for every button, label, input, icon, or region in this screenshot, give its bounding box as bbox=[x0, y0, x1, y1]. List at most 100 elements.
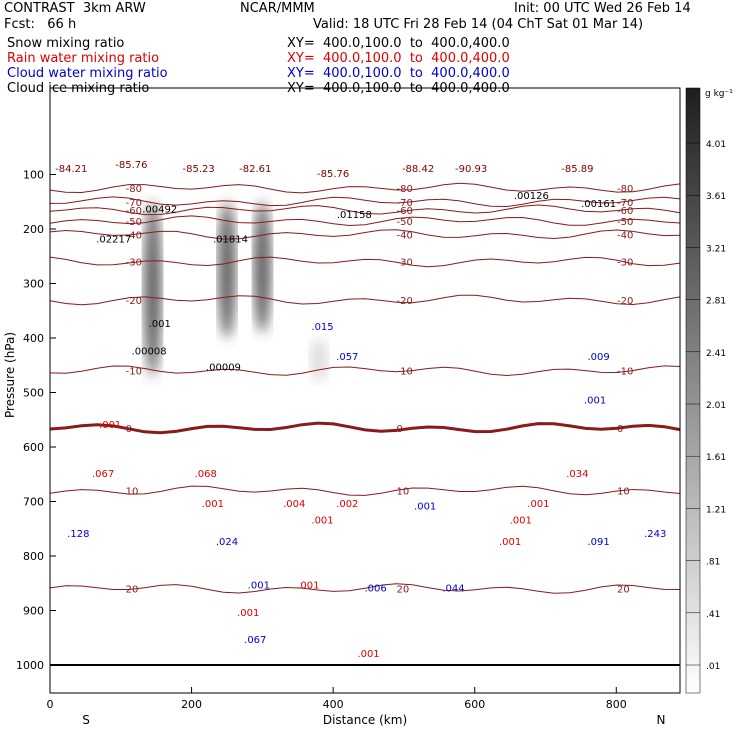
contour-label: -40 bbox=[126, 230, 142, 241]
contour-label: 20 bbox=[397, 585, 410, 596]
temperature-contour bbox=[49, 421, 681, 435]
colorbar-unit: g kg⁻¹ bbox=[705, 89, 733, 99]
contour-label: -30 bbox=[126, 258, 142, 269]
temperature-contour bbox=[49, 196, 681, 208]
extremum-label: .00126 bbox=[514, 191, 549, 202]
colorbar-tick-label: 3.21 bbox=[706, 244, 726, 254]
extremum-label: .01814 bbox=[213, 235, 248, 246]
contour-label: -30 bbox=[617, 258, 633, 269]
cloud-water-field-label: Cloud water mixing ratio bbox=[7, 66, 168, 81]
colorbar-tick-label: 3.61 bbox=[706, 192, 726, 202]
y-tick-label: 300 bbox=[23, 278, 44, 291]
extremum-label: .001 bbox=[149, 319, 171, 330]
x-tick-label: 0 bbox=[47, 698, 54, 711]
snow-plume bbox=[217, 201, 236, 338]
forecast-hour: Fcst: 66 h bbox=[4, 17, 77, 32]
extremum-label: .001 bbox=[584, 395, 606, 406]
contour-label: -70 bbox=[126, 198, 142, 209]
extremum-label: -90.93 bbox=[455, 164, 487, 175]
extremum-label: .00008 bbox=[132, 346, 167, 357]
contour-label: 0 bbox=[397, 424, 403, 435]
colorbar-ticks: 4.01 3.61 3.21 2.81 2.41 2.01 1.61 1.21 .81 .41 .0… bbox=[686, 140, 726, 672]
extremum-label: -88.42 bbox=[402, 164, 434, 175]
extremum-label: .034 bbox=[566, 469, 588, 480]
extremum-label: .001 bbox=[202, 499, 224, 510]
temperature-contour bbox=[49, 215, 681, 227]
x-tick-label: 600 bbox=[464, 698, 485, 711]
snow-plume bbox=[143, 201, 162, 377]
rain-field-xy: XY= 400.0,100.0 to 400.0,400.0 bbox=[287, 51, 510, 66]
contour-label: 0 bbox=[617, 424, 623, 435]
south-label: S bbox=[82, 713, 90, 727]
extremum-label: .02217 bbox=[96, 235, 131, 246]
extremum-label: .067 bbox=[92, 469, 114, 480]
extremum-label: .091 bbox=[587, 537, 609, 548]
extremum-label: -85.76 bbox=[115, 160, 147, 171]
contour-label: -20 bbox=[397, 296, 413, 307]
contour-label: -10 bbox=[617, 367, 633, 378]
plot-frame bbox=[49, 87, 681, 694]
extremum-label: .243 bbox=[644, 529, 666, 540]
extremum-label: .001 bbox=[237, 608, 259, 619]
contour-label: -70 bbox=[397, 198, 413, 209]
contour-label: 10 bbox=[397, 487, 410, 498]
extremum-label: .128 bbox=[67, 529, 89, 540]
colorbar-tick-label: 1.61 bbox=[706, 453, 726, 463]
y-tick-label: 1000 bbox=[16, 659, 44, 672]
org-label: NCAR/MMM bbox=[240, 1, 315, 16]
extremum-label: .002 bbox=[336, 499, 358, 510]
contour-label: -60 bbox=[126, 206, 142, 217]
colorbar-tick-label: .81 bbox=[706, 558, 720, 568]
extremum-label: .01158 bbox=[337, 210, 372, 221]
temperature-contour bbox=[49, 294, 681, 306]
temperature-contour bbox=[49, 182, 681, 194]
extremum-label: .006 bbox=[364, 583, 386, 594]
model-title: CONTRAST 3km ARW bbox=[4, 1, 146, 16]
colorbar-tick-label: 2.41 bbox=[706, 349, 726, 359]
extremum-label: .057 bbox=[336, 352, 358, 363]
temperature-contour bbox=[49, 256, 681, 268]
extremum-label: .068 bbox=[195, 469, 217, 480]
colorbar-tick-label: 1.21 bbox=[706, 505, 726, 515]
contour-label: -20 bbox=[126, 296, 142, 307]
colorbar bbox=[685, 87, 701, 694]
y-tick-label: 600 bbox=[23, 441, 44, 454]
temperature-contour bbox=[49, 365, 681, 377]
extremum-label: .004 bbox=[283, 499, 305, 510]
extremum-label: .00161 bbox=[581, 199, 616, 210]
max-labels: -84.21 -85.76 -85.23 -82.61 -85.76 -88.42 -90.… bbox=[55, 160, 666, 660]
extremum-label: .001 bbox=[357, 649, 379, 660]
colorbar-tick-label: 2.01 bbox=[706, 401, 726, 411]
x-tick-label: 800 bbox=[606, 698, 627, 711]
x-tick-label: 200 bbox=[181, 698, 202, 711]
extremum-label: .001 bbox=[414, 502, 436, 513]
extremum-label: -82.61 bbox=[239, 164, 271, 175]
contour-label: -50 bbox=[617, 217, 633, 228]
y-tick-label: 800 bbox=[23, 550, 44, 563]
contour-label: -80 bbox=[126, 184, 142, 195]
contour-label: -40 bbox=[397, 230, 413, 241]
extremum-label: .001 bbox=[510, 515, 532, 526]
y-tick-label: 400 bbox=[23, 332, 44, 345]
contour-label: -70 bbox=[617, 198, 633, 209]
north-label: N bbox=[657, 713, 666, 727]
cloud-water-field-xy: XY= 400.0,100.0 to 400.0,400.0 bbox=[287, 66, 510, 81]
contour-label: -10 bbox=[126, 367, 142, 378]
colorbar-tick-label: .01 bbox=[706, 662, 720, 672]
contour-label: 0 bbox=[126, 424, 132, 435]
contour-label: -30 bbox=[397, 258, 413, 269]
extremum-label: .001 bbox=[297, 581, 319, 592]
y-tick-label: 100 bbox=[23, 169, 44, 182]
temperature-contour bbox=[49, 229, 681, 240]
contour-label: -60 bbox=[397, 206, 413, 217]
contour-label: -80 bbox=[397, 184, 413, 195]
y-tick-label: 900 bbox=[23, 605, 44, 618]
snow-shading-layer bbox=[143, 201, 328, 382]
contour-label: 10 bbox=[126, 487, 139, 498]
temperature-contour bbox=[49, 583, 681, 594]
contour-label: -20 bbox=[617, 296, 633, 307]
extremum-label: .00492 bbox=[142, 205, 177, 216]
colorbar-tick-label: 4.01 bbox=[706, 140, 726, 150]
